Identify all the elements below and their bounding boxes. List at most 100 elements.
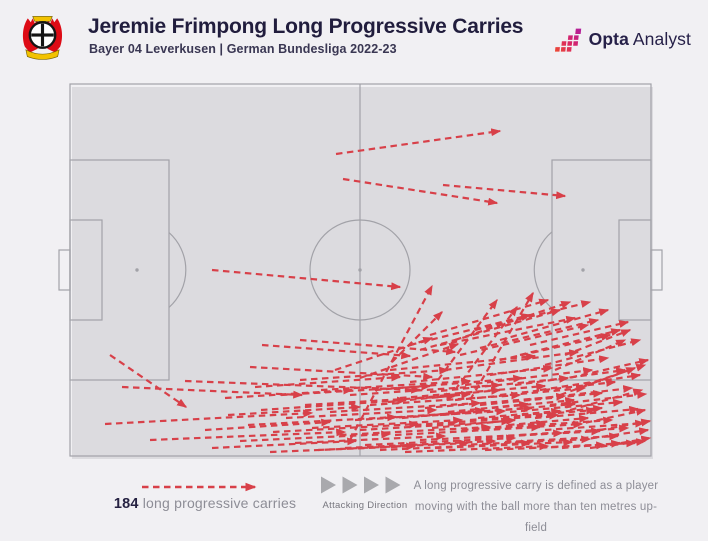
carry-arrow [449, 420, 584, 434]
carry-arrow [369, 391, 522, 407]
carry-arrow [204, 418, 332, 432]
carry-arrow [404, 442, 550, 454]
carry-arrow [227, 403, 362, 417]
carry-arrow [499, 379, 617, 397]
definition-line-1: A long progressive carry is defined as a… [413, 480, 659, 492]
carry-arrow [254, 373, 402, 389]
carry-arrow [359, 417, 512, 432]
penalty-spot-right [581, 268, 585, 272]
carry-arrow [442, 183, 567, 200]
carry-arrow [499, 333, 612, 362]
carry-arrow [104, 409, 314, 426]
carry-arrow [609, 435, 652, 447]
carry-arrow [499, 308, 610, 342]
carry-arrow [269, 442, 417, 454]
penalty-arc-left [168, 232, 187, 308]
centre-spot [358, 268, 362, 272]
carry-arrow [559, 358, 650, 382]
carry-count-label: 184 long progressive carries [105, 495, 305, 512]
carry-arrow [261, 343, 412, 360]
carry-arrow [469, 406, 597, 422]
definition-line-2: moving with the ball more than ten metre… [414, 501, 658, 534]
carry-arrow [294, 432, 447, 445]
carry-arrow [494, 416, 614, 430]
carry-arrow [311, 416, 464, 430]
attacking-direction-icon [321, 476, 401, 494]
carry-arrow [434, 438, 574, 450]
carry-arrow [335, 128, 502, 156]
carry-arrow [359, 342, 460, 380]
carry-arrow [211, 268, 402, 291]
carry-arrow [364, 434, 517, 447]
carry-arrow [339, 423, 492, 437]
carry-arrow [489, 355, 610, 377]
carry-arrow [539, 372, 642, 392]
carry-arrow [491, 396, 576, 410]
carry-arrow [524, 385, 634, 402]
carry-arrow [109, 354, 188, 408]
carry-arrow [344, 437, 497, 450]
carry-arrow [554, 338, 627, 372]
carry-arrow [299, 338, 457, 356]
carry-arrow [394, 423, 542, 437]
carry-arrow [479, 318, 600, 350]
carry-arrow [374, 374, 524, 392]
carry-arrow [280, 382, 432, 397]
carry-arrow [401, 406, 486, 420]
club-crest-logo [22, 16, 63, 60]
definition-text: A long progressive carry is defined as a… [413, 476, 659, 539]
carry-arrow [599, 418, 652, 432]
carry-arrow [391, 311, 443, 363]
carry-arrow [514, 367, 627, 387]
carry-arrow [414, 411, 560, 427]
carry-arrow [509, 398, 624, 414]
carry-arrow [444, 349, 580, 372]
carry-arrow [461, 419, 547, 432]
carry-arrow [409, 364, 554, 384]
brand-name-bold: Opta [588, 28, 629, 49]
crest-top-banner [32, 16, 53, 22]
carry-arrow [559, 366, 637, 397]
page-subtitle: Bayer 04 Leverkusen | German Bundesliga … [89, 42, 397, 56]
crest-bottom-ribbon [25, 49, 60, 60]
brand-lockup: Opta Analyst [554, 25, 691, 53]
carry-arrow [579, 427, 650, 442]
carry-arrow [561, 439, 622, 450]
carry-arrow [519, 328, 622, 357]
brand-name: Opta Analyst [589, 29, 691, 50]
carry-arrow [424, 392, 567, 410]
carry-arrows [104, 128, 652, 454]
goal-left [58, 249, 71, 291]
goal-right [650, 249, 663, 291]
carry-arrow [389, 352, 537, 372]
carry-arrow [299, 366, 450, 382]
carry-arrow [329, 399, 482, 414]
centre-circle [309, 219, 411, 321]
carry-arrow [439, 315, 577, 347]
carry-arrow [249, 365, 434, 381]
carry-count-value: 184 [113, 496, 139, 512]
carry-arrow [342, 177, 499, 206]
opta-stairs-icon [554, 28, 581, 52]
carry-arrow [504, 432, 620, 444]
crest-cross-vertical [40, 23, 45, 47]
carry-arrow [349, 284, 433, 441]
carry-arrow [507, 414, 590, 427]
carry-arrow [521, 404, 604, 417]
carry-arrow [334, 336, 434, 372]
carry-count-text: long progressive carries [142, 495, 297, 511]
carry-arrow [239, 430, 392, 443]
carry-arrow [429, 374, 570, 394]
carry-arrow [399, 382, 547, 400]
carry-arrow [569, 388, 644, 412]
brand-name-regular: Analyst [632, 28, 691, 49]
carry-arrow [417, 386, 502, 400]
carry-arrow [272, 420, 420, 434]
carry-arrow [534, 405, 640, 420]
carry-arrow [317, 439, 470, 452]
attacking-direction-label: Attacking Direction [322, 500, 408, 511]
penalty-spot-left [135, 268, 139, 272]
carry-arrow [409, 313, 532, 347]
carry-arrow [519, 424, 630, 437]
